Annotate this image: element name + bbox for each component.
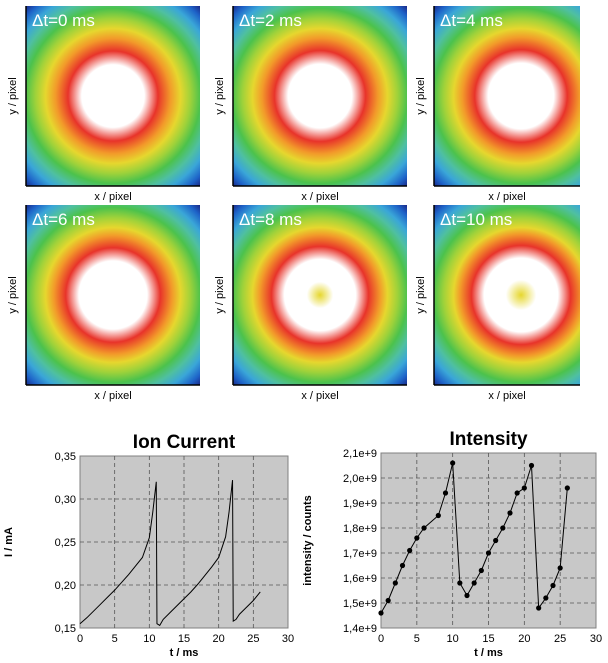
x-tick-label: 10 [143,633,155,645]
data-point [528,462,535,469]
y-tick-label: 0,30 [55,494,76,506]
data-point [550,582,556,589]
x-tick-label: 25 [247,633,259,645]
y-axis-label: y / pixel [7,276,19,313]
x-tick-label: 5 [112,633,118,645]
data-point [378,610,384,616]
panel-time-label: Δt=0 ms [32,11,95,30]
chart-title: Intensity [449,429,528,450]
y-tick-label: 2,1e+9 [343,448,377,460]
x-axis-label: x / pixel [488,390,525,402]
x-axis-label: x / pixel [94,390,131,402]
data-point [457,580,463,586]
y-axis-label: intensity / counts [302,495,314,585]
data-point [435,512,441,519]
data-point [478,567,484,574]
x-axis-label: x / pixel [488,191,525,203]
beam-image [233,6,407,186]
y-tick-label: 1,4e+9 [343,623,377,635]
x-axis-label: x / pixel [301,191,338,203]
beam-image [233,205,407,385]
data-point [399,562,406,569]
x-axis-label: t / ms [170,647,199,659]
data-point [464,592,470,599]
image-panel: Δt=10 ms x / pixel y / pixel [415,205,580,402]
data-point [450,460,456,466]
data-point [557,565,563,571]
data-point [507,510,513,516]
panel-time-label: Δt=2 ms [239,11,302,30]
data-point [536,605,542,611]
y-axis-label: y / pixel [214,77,226,114]
intensity-chart: Intensity 0 5 10 15 20 25 30 1,4e+9 1,5e+9 1,6e+9 1… [300,420,608,663]
y-tick-label: 0,35 [55,451,76,463]
data-point [442,490,449,496]
x-axis-label: t / ms [474,647,503,659]
data-point [471,580,477,586]
data-point [543,595,549,601]
x-tick-label: 5 [414,633,420,645]
x-axis-label: x / pixel [301,390,338,402]
data-point [521,485,527,491]
y-tick-label: 1,8e+9 [343,523,377,535]
data-point [421,525,427,531]
panel-time-label: Δt=10 ms [440,210,512,229]
intensity-svg: Intensity 0 5 10 15 20 25 30 1,4e+9 1,5e+9 1,6e+9 1… [302,429,602,659]
x-tick-label: 10 [447,633,459,645]
image-panel: Δt=2 ms x / pixel y / pixel [214,6,407,203]
y-tick-label: 1,5e+9 [343,598,377,610]
panel-time-label: Δt=4 ms [440,11,503,30]
y-axis-label: y / pixel [7,77,19,114]
x-tick-label: 30 [590,633,602,645]
x-tick-label: 15 [178,633,190,645]
image-panel: Δt=0 ms x / pixel y / pixel [7,6,200,203]
y-axis-label: y / pixel [415,276,427,313]
x-tick-label: 0 [378,633,384,645]
chart-title: Ion Current [133,432,236,453]
beam-image [26,6,200,186]
ion-current-chart: Ion Current 0 5 10 15 20 25 30 0,15 0,20 0,25 0,30 0… [0,420,300,663]
data-point [485,550,492,556]
x-tick-label: 20 [518,633,530,645]
data-point [414,535,420,541]
data-point [564,485,570,491]
y-tick-label: 0,15 [55,623,76,635]
panel-time-label: Δt=8 ms [239,210,302,229]
y-axis-label: y / pixel [415,77,427,114]
image-panel: Δt=8 ms x / pixel y / pixel [214,205,407,402]
y-tick-label: 2,0e+9 [343,473,377,485]
data-point [385,597,391,604]
y-tick-label: 0,25 [55,537,76,549]
y-tick-label: 1,9e+9 [343,498,377,510]
data-point [514,490,520,496]
data-point [392,580,398,586]
y-tick-label: 1,6e+9 [343,573,377,585]
beam-image [26,205,200,385]
x-tick-label: 30 [282,633,294,645]
image-panel: Δt=4 ms x / pixel y / pixel [415,6,580,203]
ion-current-svg: Ion Current 0 5 10 15 20 25 30 0,15 0,20 0,25 0,30 0… [3,432,294,659]
x-tick-label: 20 [213,633,225,645]
beam-image [434,205,580,385]
y-axis-label: I / mA [3,527,15,557]
x-tick-label: 0 [77,633,83,645]
y-tick-label: 0,20 [55,580,76,592]
image-panel: Δt=6 ms x / pixel y / pixel [7,205,200,402]
data-point [407,547,413,554]
panel-time-label: Δt=6 ms [32,210,95,229]
x-axis-label: x / pixel [94,191,131,203]
data-point [500,525,506,531]
x-tick-label: 15 [482,633,494,645]
y-axis-label: y / pixel [214,276,226,313]
y-tick-label: 1,7e+9 [343,548,377,560]
beam-image [434,6,580,186]
x-tick-label: 25 [554,633,566,645]
data-point [493,537,499,544]
series-line [79,480,261,627]
